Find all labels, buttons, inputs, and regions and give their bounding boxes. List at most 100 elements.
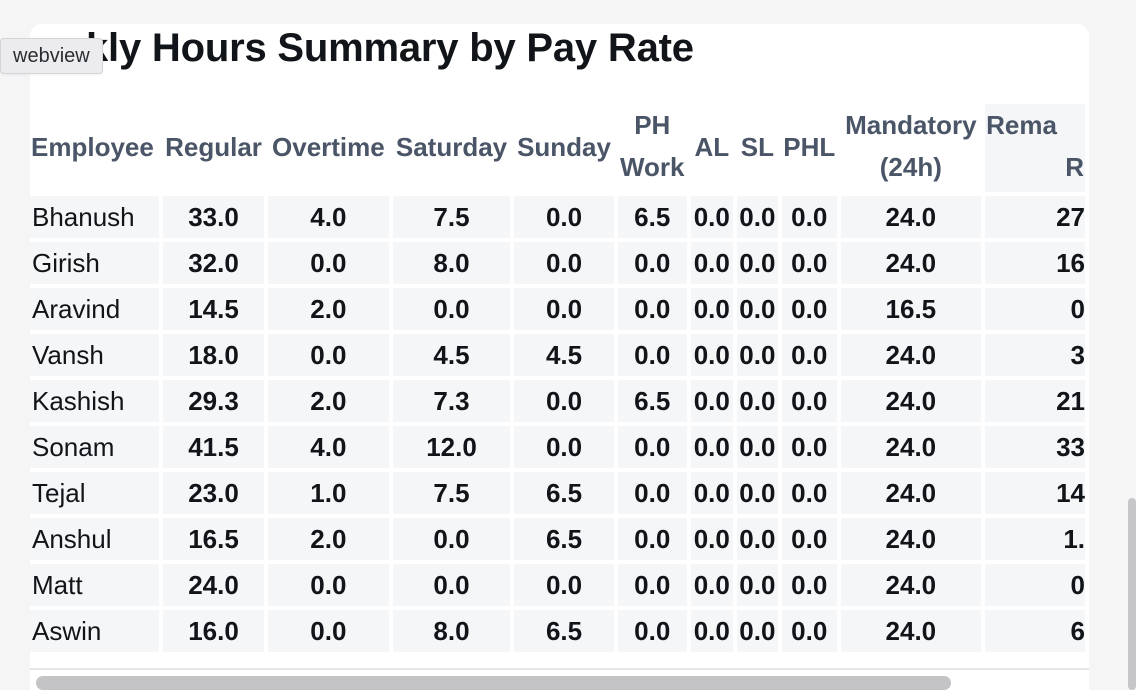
page-title: kly Hours Summary by Pay Rate bbox=[86, 26, 694, 70]
column-header-ph-work[interactable]: PH Work bbox=[618, 104, 687, 192]
cell-phl: 0.0 bbox=[781, 334, 837, 376]
cell-overtime: 0.0 bbox=[268, 564, 389, 606]
cell-ph-work: 6.5 bbox=[617, 196, 687, 238]
table-body: Bhanush 33.0 4.0 7.5 0.0 6.5 0.0 0.0 0.0 24.0 27 Gi… bbox=[30, 196, 1085, 652]
cell-employee: Vansh bbox=[30, 334, 159, 376]
cell-saturday: 4.5 bbox=[392, 334, 511, 376]
cell-al: 0.0 bbox=[690, 610, 733, 652]
cell-ph-work: 6.5 bbox=[617, 380, 687, 422]
table-row: Sonam 41.5 4.0 12.0 0.0 0.0 0.0 0.0 0.0 24.0 33 bbox=[30, 426, 1085, 468]
cell-sunday: 6.5 bbox=[514, 518, 614, 560]
column-header-mandatory-line1: Mandatory bbox=[845, 110, 977, 140]
cell-regular: 24.0 bbox=[162, 564, 265, 606]
cell-sl: 0.0 bbox=[736, 334, 778, 376]
cell-phl: 0.0 bbox=[781, 472, 837, 514]
cell-regular: 16.0 bbox=[162, 610, 265, 652]
table-bottom-border bbox=[30, 668, 1089, 670]
cell-al: 0.0 bbox=[690, 564, 733, 606]
horizontal-scrollbar-thumb[interactable] bbox=[36, 676, 951, 690]
column-header-saturday[interactable]: Saturday bbox=[395, 132, 508, 162]
cell-mandatory: 24.0 bbox=[840, 518, 982, 560]
cell-phl: 0.0 bbox=[781, 518, 837, 560]
column-header-sl[interactable]: SL bbox=[740, 132, 774, 162]
column-header-mandatory[interactable]: Mandatory (24h) bbox=[841, 104, 982, 192]
cell-employee: Tejal bbox=[30, 472, 159, 514]
cell-al: 0.0 bbox=[690, 426, 733, 468]
table-row: Girish 32.0 0.0 8.0 0.0 0.0 0.0 0.0 0.0 24.0 16 bbox=[30, 242, 1085, 284]
cell-remaining: 0 bbox=[985, 564, 1085, 606]
cell-sunday: 0.0 bbox=[514, 380, 614, 422]
cell-overtime: 2.0 bbox=[268, 288, 389, 330]
cell-phl: 0.0 bbox=[781, 380, 837, 422]
vertical-scrollbar-thumb[interactable] bbox=[1128, 498, 1136, 690]
column-header-overtime[interactable]: Overtime bbox=[272, 132, 385, 162]
column-header-ph-work-line2: Work bbox=[619, 152, 685, 182]
cell-sunday: 0.0 bbox=[514, 242, 614, 284]
cell-regular: 14.5 bbox=[162, 288, 265, 330]
cell-overtime: 2.0 bbox=[268, 518, 389, 560]
webview-badge[interactable]: webview bbox=[0, 38, 103, 74]
table-scroll-container[interactable]: Employee Regular Overtime Saturday Sunda… bbox=[30, 100, 1089, 670]
cell-regular: 33.0 bbox=[162, 196, 265, 238]
cell-sunday: 0.0 bbox=[514, 564, 614, 606]
cell-al: 0.0 bbox=[690, 288, 733, 330]
cell-ph-work: 0.0 bbox=[617, 242, 687, 284]
cell-mandatory: 24.0 bbox=[840, 426, 982, 468]
cell-remaining: 0 bbox=[985, 288, 1085, 330]
cell-sunday: 0.0 bbox=[514, 288, 614, 330]
cell-phl: 0.0 bbox=[781, 196, 837, 238]
cell-ph-work: 0.0 bbox=[617, 288, 687, 330]
cell-al: 0.0 bbox=[690, 334, 733, 376]
column-header-remaining[interactable]: Rema R bbox=[985, 104, 1085, 192]
cell-sl: 0.0 bbox=[736, 518, 778, 560]
column-header-al[interactable]: AL bbox=[694, 132, 730, 162]
cell-sunday: 4.5 bbox=[514, 334, 614, 376]
table-row: Matt 24.0 0.0 0.0 0.0 0.0 0.0 0.0 0.0 24.0 0 bbox=[30, 564, 1085, 606]
cell-al: 0.0 bbox=[690, 242, 733, 284]
cell-remaining: 3 bbox=[985, 334, 1085, 376]
cell-remaining: 33 bbox=[985, 426, 1085, 468]
column-header-regular[interactable]: Regular bbox=[165, 132, 262, 162]
cell-saturday: 0.0 bbox=[392, 288, 511, 330]
cell-regular: 18.0 bbox=[162, 334, 265, 376]
column-header-phl[interactable]: PHL bbox=[783, 132, 836, 162]
cell-sunday: 0.0 bbox=[514, 196, 614, 238]
cell-al: 0.0 bbox=[690, 380, 733, 422]
cell-sl: 0.0 bbox=[736, 472, 778, 514]
table-row: Kashish 29.3 2.0 7.3 0.0 6.5 0.0 0.0 0.0 24.0 21 bbox=[30, 380, 1085, 422]
cell-regular: 23.0 bbox=[162, 472, 265, 514]
table-header-row: Employee Regular Overtime Saturday Sunda… bbox=[30, 104, 1085, 192]
cell-mandatory: 24.0 bbox=[840, 610, 982, 652]
cell-regular: 29.3 bbox=[162, 380, 265, 422]
cell-al: 0.0 bbox=[690, 518, 733, 560]
cell-sunday: 6.5 bbox=[514, 610, 614, 652]
cell-ph-work: 0.0 bbox=[617, 472, 687, 514]
cell-phl: 0.0 bbox=[781, 564, 837, 606]
cell-employee: Anshul bbox=[30, 518, 159, 560]
cell-mandatory: 24.0 bbox=[840, 242, 982, 284]
cell-phl: 0.0 bbox=[781, 610, 837, 652]
cell-saturday: 0.0 bbox=[392, 518, 511, 560]
cell-ph-work: 0.0 bbox=[617, 610, 687, 652]
cell-mandatory: 24.0 bbox=[840, 334, 982, 376]
cell-overtime: 0.0 bbox=[268, 610, 389, 652]
cell-sunday: 6.5 bbox=[514, 472, 614, 514]
cell-ph-work: 0.0 bbox=[617, 564, 687, 606]
cell-saturday: 12.0 bbox=[392, 426, 511, 468]
table-row: Anshul 16.5 2.0 0.0 6.5 0.0 0.0 0.0 0.0 24.0 1. bbox=[30, 518, 1085, 560]
cell-phl: 0.0 bbox=[781, 242, 837, 284]
cell-sl: 0.0 bbox=[736, 242, 778, 284]
cell-mandatory: 24.0 bbox=[840, 472, 982, 514]
table-row: Vansh 18.0 0.0 4.5 4.5 0.0 0.0 0.0 0.0 24.0 3 bbox=[30, 334, 1085, 376]
cell-sl: 0.0 bbox=[736, 380, 778, 422]
cell-overtime: 4.0 bbox=[268, 426, 389, 468]
column-header-ph-work-line1: PH bbox=[634, 110, 671, 140]
cell-employee: Girish bbox=[30, 242, 159, 284]
cell-saturday: 8.0 bbox=[392, 242, 511, 284]
hours-summary-table: Employee Regular Overtime Saturday Sunda… bbox=[30, 100, 1089, 656]
column-header-sunday[interactable]: Sunday bbox=[517, 132, 611, 162]
cell-regular: 32.0 bbox=[162, 242, 265, 284]
column-header-employee[interactable]: Employee bbox=[31, 132, 154, 162]
table-row: Aravind 14.5 2.0 0.0 0.0 0.0 0.0 0.0 0.0 16.5 0 bbox=[30, 288, 1085, 330]
cell-phl: 0.0 bbox=[781, 288, 837, 330]
